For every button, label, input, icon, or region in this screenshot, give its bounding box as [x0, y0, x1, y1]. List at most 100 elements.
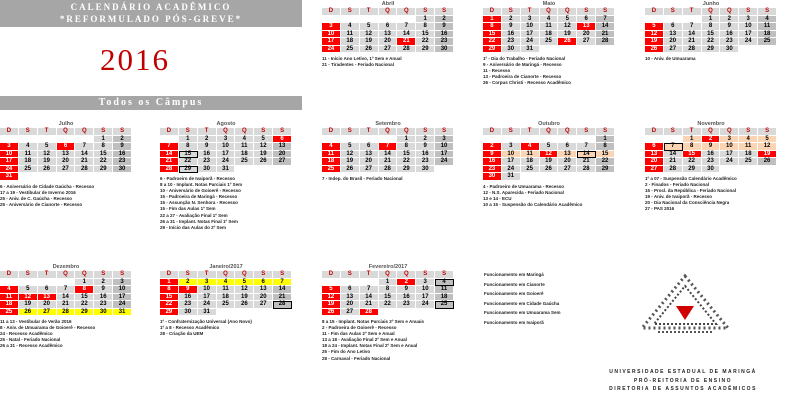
month-junho: Junho D S T Q Q S S 1 2 3 4 5 6 7 8 9 10 11 12 13 14 15 16 17 18 1…	[645, 0, 777, 62]
weekday-header: D	[0, 128, 19, 136]
day-cell: 9	[416, 143, 436, 151]
weekday-header: S	[739, 8, 759, 16]
day-cell: 5	[340, 143, 360, 151]
day-cell: 3	[435, 135, 454, 143]
empty-cell	[739, 45, 759, 53]
day-cell: 25	[18, 165, 38, 173]
note-line: 13 e 14 - ECU	[483, 195, 512, 201]
weekday-header: D	[322, 128, 341, 136]
note-line: 1º - Confraternização Universal (Ano Nov…	[160, 319, 252, 324]
day-cell: 25	[758, 38, 777, 46]
empty-cell	[577, 173, 597, 181]
day-cell: 27	[359, 165, 379, 173]
day-cell: 25	[539, 38, 559, 46]
weekday-header: S	[113, 128, 132, 136]
day-cell: 5	[539, 143, 559, 151]
weekday-header: S	[758, 128, 777, 136]
day-cell: 4	[0, 286, 19, 294]
day-cell: 20	[273, 150, 292, 158]
day-cell: 7	[56, 286, 76, 294]
day-cell: 25	[216, 301, 236, 309]
day-cell: 26	[37, 165, 57, 173]
day-cell: 15	[75, 293, 95, 301]
day-cell: 8	[682, 143, 702, 151]
note-line: 8 - Aniv. de Umuarama de Goioerê - Reces…	[0, 325, 96, 331]
day-cell: 7	[75, 143, 95, 151]
day-cell: 21	[663, 158, 683, 166]
day-cell: 1	[378, 278, 398, 286]
day-cell: 17	[113, 293, 132, 301]
day-cell: 17	[501, 158, 521, 166]
day-cell: 8	[483, 23, 502, 31]
day-cell: 30	[94, 308, 114, 316]
day-cell: 19	[758, 150, 777, 158]
note-line: 18 a 24 - Implant. Notas Final 2º Sem e …	[322, 343, 418, 349]
day-cell: 19	[37, 158, 57, 166]
all-campus-band: Todos os Câmpus	[0, 96, 302, 110]
weekday-header: D	[645, 128, 664, 136]
note-line: 11 - Início Ano Letivo, 1º Sem e Anual	[322, 56, 402, 61]
empty-cell	[75, 135, 95, 143]
empty-cell	[663, 135, 683, 143]
empty-cell	[758, 165, 777, 173]
day-cell: 12	[359, 30, 379, 38]
day-cell: 30	[416, 165, 436, 173]
day-cell: 15	[94, 150, 114, 158]
day-cell: 16	[416, 150, 436, 158]
day-cell: 3	[113, 278, 132, 286]
day-cell: 14	[663, 150, 683, 158]
day-cell: 18	[520, 158, 540, 166]
day-cell: 30	[113, 165, 132, 173]
empty-cell	[539, 135, 559, 143]
day-cell: 19	[18, 301, 38, 309]
weekday-header: S	[178, 271, 198, 279]
legend-item: Funcionamento em Cidade Gaúcha	[484, 300, 560, 306]
day-cell: 10	[322, 30, 341, 38]
day-cell: 4	[435, 278, 454, 286]
day-cell: 15	[701, 30, 721, 38]
day-cell: 24	[0, 165, 19, 173]
day-cell: 28	[596, 38, 615, 46]
day-cell: 11	[758, 23, 777, 31]
empty-cell	[37, 135, 57, 143]
weekday-header: Q	[397, 271, 417, 279]
weekday-header: T	[197, 128, 217, 136]
day-cell: 7	[160, 143, 179, 151]
day-cell: 13	[254, 286, 274, 294]
note-line: 10 a 15 - Suspensão do Calendário Acadêm…	[483, 201, 583, 207]
day-cell: 29	[178, 165, 198, 173]
institution-name: UNIVERSIDADE ESTADUAL DE MARINGÁ	[609, 369, 757, 375]
day-cell: 21	[397, 38, 417, 46]
day-cell: 18	[235, 150, 255, 158]
day-cell: 12	[254, 143, 274, 151]
day-cell: 10	[197, 286, 217, 294]
day-cell: 29	[701, 45, 721, 53]
month-grid: D S T Q Q S S 1 2 3 4 5 6 7 8 9 10 11 12 13 14 15 16 17 18 19 20 21…	[645, 8, 777, 53]
day-cell: 5	[359, 23, 379, 31]
day-cell: 7	[596, 15, 615, 23]
day-cell: 24	[113, 301, 132, 309]
day-cell: 11	[340, 30, 360, 38]
institution-office: DIRETORIA DE ASSUNTOS ACADÊMICOS	[609, 386, 757, 392]
day-cell: 1	[75, 278, 95, 286]
note-line: 13 - Padroeira de Cianorte - Recesso	[483, 74, 562, 80]
day-cell: 23	[94, 301, 114, 309]
month-janeiro: Janeiro/2017 D S T Q Q S S 1 2 3 4 5 6 7 8 9 10 11 12 13 14 15…	[160, 263, 292, 337]
month-title: Janeiro/2017	[209, 264, 243, 270]
weekday-header: S	[94, 271, 114, 279]
day-cell: 4	[216, 278, 236, 286]
day-cell: 17	[739, 30, 759, 38]
weekday-header: Q	[235, 128, 255, 136]
legend-item: Funcionamento em Cianorte	[484, 281, 545, 287]
institution-block: UNIVERSIDADE ESTADUAL DE MARINGÁ PRÓ-REI…	[583, 368, 783, 394]
day-cell: 20	[577, 30, 597, 38]
day-cell: 9	[94, 286, 114, 294]
day-cell: 15	[378, 293, 398, 301]
weekday-header: Q	[56, 271, 76, 279]
day-cell: 6	[663, 23, 683, 31]
day-cell: 28	[397, 45, 417, 53]
day-cell: 3	[216, 135, 236, 143]
day-cell: 29	[94, 165, 114, 173]
year-title: 2016	[100, 42, 170, 77]
day-cell: 6	[273, 135, 292, 143]
